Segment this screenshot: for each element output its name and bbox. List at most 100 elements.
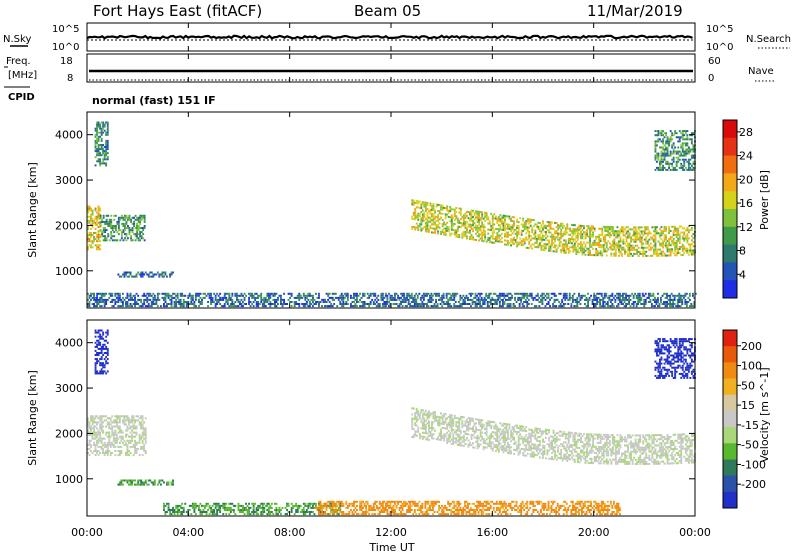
echo-cell: [333, 502, 336, 505]
echo-cell: [630, 240, 632, 243]
echo-cell: [175, 504, 178, 507]
echo-cell: [466, 227, 468, 230]
echo-cell: [535, 242, 538, 244]
echo-cell: [299, 504, 302, 507]
echo-cell: [362, 301, 364, 303]
echo-cell: [406, 296, 409, 299]
echo-cell: [255, 292, 258, 295]
echo-cell: [369, 509, 372, 511]
echo-cell: [692, 144, 695, 147]
echo-cell: [646, 246, 649, 249]
echo-cell: [190, 504, 193, 507]
echo-cell: [649, 254, 652, 257]
echo-cell: [102, 123, 105, 126]
echo-cell: [622, 232, 625, 235]
echo-cell: [96, 160, 98, 163]
echo-cell: [112, 433, 115, 436]
echo-cell: [88, 240, 91, 243]
echo-cell: [222, 504, 225, 507]
echo-cell: [104, 239, 107, 242]
echo-cell: [643, 298, 646, 301]
echo-cell: [646, 226, 649, 229]
echo-cell: [469, 237, 471, 240]
echo-cell: [137, 441, 140, 444]
echo-cell: [610, 254, 613, 257]
echo-cell: [669, 154, 672, 157]
echo-cell: [488, 228, 491, 231]
echo-cell: [275, 513, 278, 516]
echo-cell: [465, 296, 468, 299]
echo-cell: [514, 232, 517, 235]
echo-cell: [132, 454, 135, 457]
echo-cell: [505, 223, 508, 226]
echo-cell: [537, 227, 540, 230]
echo-cell: [426, 204, 429, 206]
echo-cell: [117, 298, 120, 301]
echo-cell: [622, 228, 625, 231]
echo-cell: [637, 236, 640, 239]
echo-cell: [97, 234, 100, 236]
echo-cell: [93, 431, 95, 434]
echo-cell: [690, 134, 693, 137]
echo-cell: [446, 205, 449, 208]
echo-cell: [135, 425, 138, 428]
echo-cell: [216, 504, 219, 507]
echo-cell: [304, 513, 307, 516]
echo-cell: [668, 142, 670, 145]
echo-cell: [91, 437, 94, 440]
echo-cell: [450, 220, 453, 223]
echo-cell: [252, 296, 255, 299]
echo-cell: [266, 509, 269, 511]
echo-cell: [88, 207, 91, 210]
echo-cell: [617, 296, 620, 299]
echo-cell: [400, 296, 402, 299]
echo-cell: [97, 417, 100, 420]
echo-cell: [472, 230, 474, 233]
echo-cell: [548, 221, 550, 224]
echo-cell: [478, 229, 480, 232]
echo-cell: [589, 241, 591, 244]
echo-cell: [569, 238, 572, 240]
echo-cell: [424, 205, 427, 208]
echo-cell: [131, 298, 133, 301]
echo-cell: [94, 435, 97, 438]
echo-cell: [432, 215, 435, 218]
echo-cell: [535, 223, 538, 226]
echo-cell: [466, 221, 468, 224]
echo-cell: [494, 227, 497, 230]
echo-cell: [220, 305, 223, 308]
echo-cell: [96, 362, 98, 365]
echo-cell: [517, 243, 520, 246]
echo-cell: [312, 506, 314, 509]
echo-cell: [561, 301, 564, 303]
echo-cell: [88, 205, 91, 208]
echo-cell: [580, 224, 582, 227]
echo-cell: [170, 298, 173, 301]
echo-cell: [485, 212, 488, 215]
echo-cell: [214, 504, 217, 507]
echo-cell: [104, 227, 107, 229]
echo-cell: [479, 217, 482, 220]
echo-cell: [665, 236, 667, 239]
echo-cell: [678, 136, 681, 139]
echo-cell: [494, 236, 497, 238]
echo-cell: [97, 360, 100, 363]
echo-cell: [257, 303, 260, 305]
echo-cell: [226, 292, 229, 295]
echo-cell: [461, 234, 464, 237]
echo-cell: [502, 220, 505, 223]
echo-cell: [511, 232, 514, 235]
echo-cell: [134, 301, 136, 303]
echo-cell: [118, 431, 121, 434]
echo-cell: [331, 509, 334, 511]
echo-cell: [611, 242, 614, 245]
echo-cell: [91, 303, 94, 305]
echo-cell: [444, 207, 447, 210]
echo-cell: [581, 229, 584, 232]
echo-cell: [461, 216, 464, 219]
echo-cell: [93, 236, 95, 239]
echo-cell: [456, 225, 459, 228]
echo-cell: [114, 437, 117, 440]
echo-cell: [440, 204, 442, 207]
echo-cell: [628, 250, 631, 253]
